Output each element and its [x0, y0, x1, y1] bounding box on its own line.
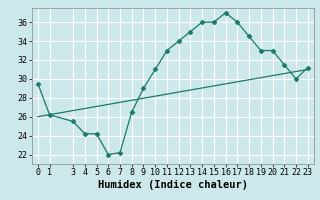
X-axis label: Humidex (Indice chaleur): Humidex (Indice chaleur) [98, 180, 248, 190]
